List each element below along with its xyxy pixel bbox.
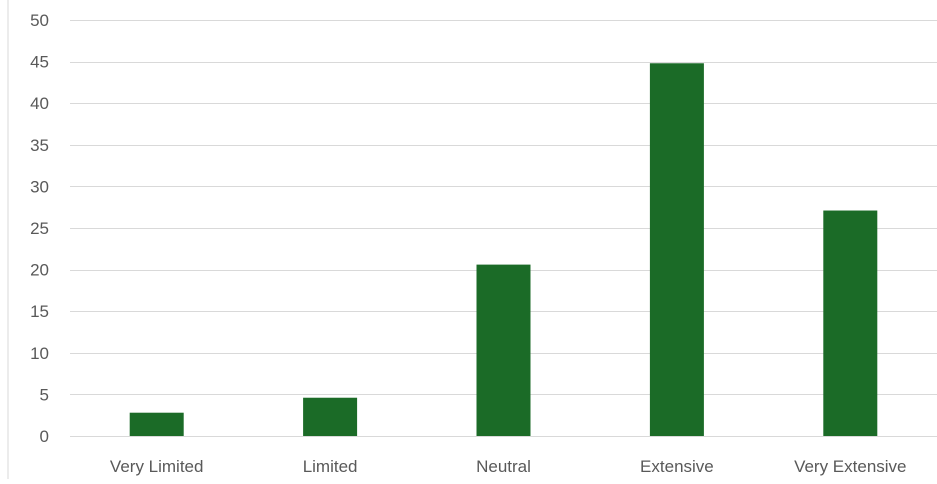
- bar-very-extensive: [823, 210, 878, 436]
- y-tick-label: 50: [30, 11, 49, 30]
- bar-extensive: [649, 63, 704, 436]
- y-tick-label: 40: [30, 94, 49, 113]
- x-tick-label: Limited: [303, 457, 358, 476]
- x-tick-label: Very Extensive: [794, 457, 906, 476]
- bar-limited: [303, 397, 358, 436]
- y-tick-label: 35: [30, 136, 49, 155]
- bar-very-limited: [129, 412, 184, 436]
- x-tick-label: Neutral: [476, 457, 531, 476]
- x-axis-ticks: Very Limited Limited Neutral Extensive Very …: [110, 457, 907, 476]
- y-axis-ticks: 0 5 10 15 20 25 30 35 40 45 50: [30, 11, 49, 446]
- y-tick-label: 5: [40, 385, 49, 404]
- x-tick-label: Very Limited: [110, 457, 204, 476]
- y-tick-label: 45: [30, 53, 49, 72]
- y-tick-label: 15: [30, 302, 49, 321]
- y-tick-label: 0: [40, 427, 49, 446]
- y-tick-label: 30: [30, 177, 49, 196]
- x-tick-label: Extensive: [640, 457, 714, 476]
- bars: [129, 63, 878, 436]
- y-tick-label: 25: [30, 219, 49, 238]
- y-tick-label: 10: [30, 344, 49, 363]
- bar-neutral: [476, 264, 531, 436]
- y-tick-label: 20: [30, 261, 49, 280]
